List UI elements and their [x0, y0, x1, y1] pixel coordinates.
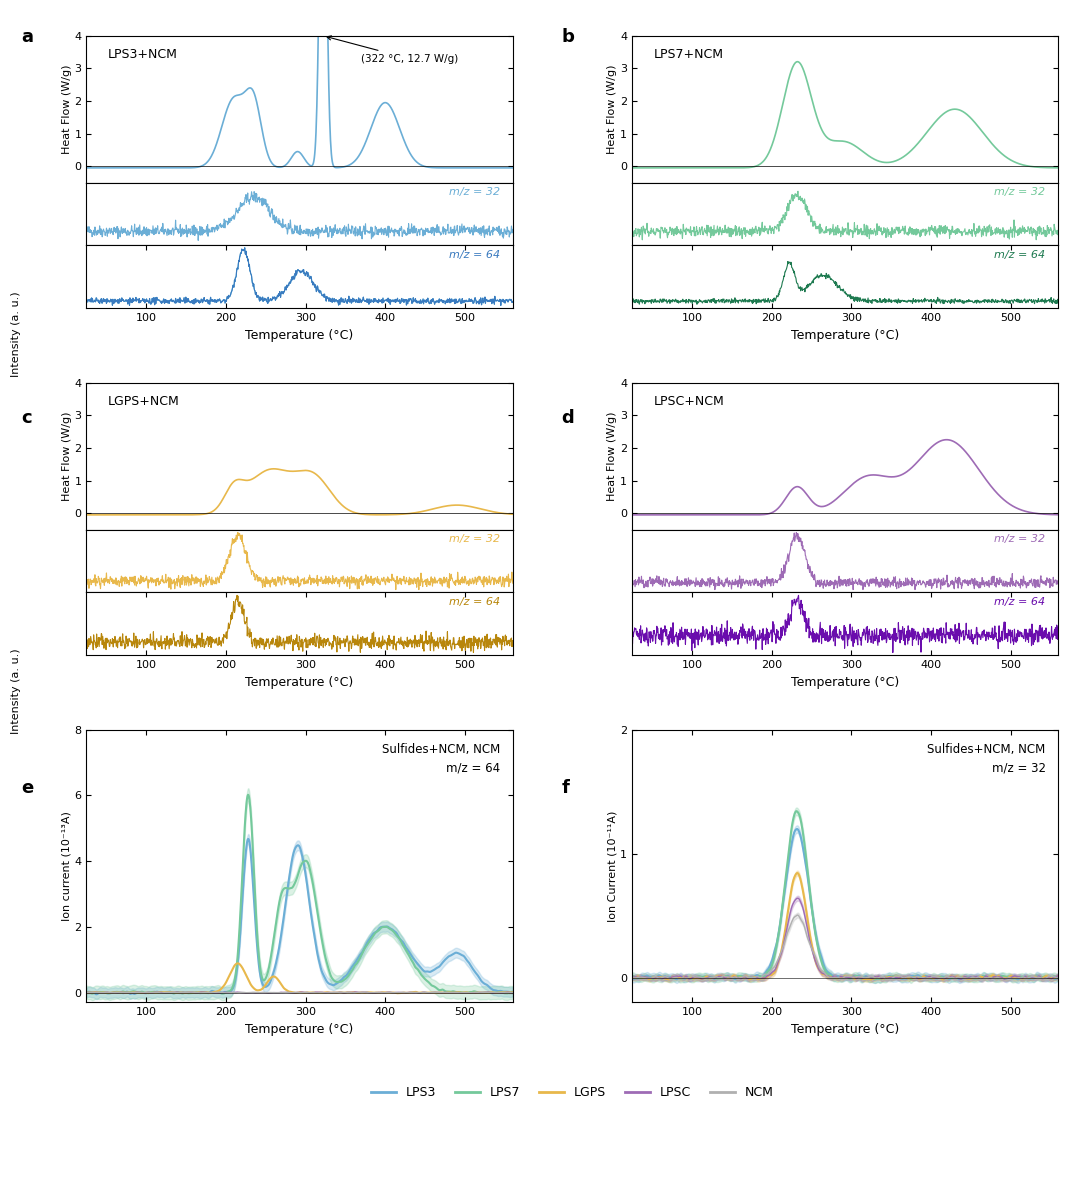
Text: Intensity (a. u.): Intensity (a. u.) [11, 291, 21, 377]
Text: m/z = 64: m/z = 64 [449, 250, 500, 260]
Y-axis label: Heat Flow (W/g): Heat Flow (W/g) [607, 411, 618, 501]
Text: m/z = 32: m/z = 32 [995, 187, 1045, 197]
Y-axis label: Ion Current (10⁻¹¹A): Ion Current (10⁻¹¹A) [607, 811, 618, 921]
Y-axis label: Heat Flow (W/g): Heat Flow (W/g) [62, 411, 71, 501]
Text: m/z = 64: m/z = 64 [449, 597, 500, 607]
Text: Sulfides+NCM, NCM
m/z = 64: Sulfides+NCM, NCM m/z = 64 [381, 744, 500, 775]
Text: f: f [562, 778, 569, 796]
Text: m/z = 64: m/z = 64 [995, 250, 1045, 260]
Y-axis label: Heat Flow (W/g): Heat Flow (W/g) [607, 64, 618, 154]
Text: d: d [562, 409, 575, 427]
Text: c: c [22, 409, 32, 427]
X-axis label: Temperature (°C): Temperature (°C) [792, 329, 900, 342]
Text: LPS3+NCM: LPS3+NCM [108, 48, 177, 61]
Text: Sulfides+NCM, NCM
m/z = 32: Sulfides+NCM, NCM m/z = 32 [928, 744, 1045, 775]
X-axis label: Temperature (°C): Temperature (°C) [245, 329, 353, 342]
Text: m/z = 64: m/z = 64 [995, 597, 1045, 607]
Text: e: e [22, 778, 33, 796]
Text: LGPS+NCM: LGPS+NCM [108, 395, 179, 408]
X-axis label: Temperature (°C): Temperature (°C) [792, 1023, 900, 1036]
Text: m/z = 32: m/z = 32 [449, 187, 500, 197]
Text: a: a [22, 27, 33, 45]
Text: m/z = 32: m/z = 32 [995, 534, 1045, 545]
Legend: LPS3, LPS7, LGPS, LPSC, NCM: LPS3, LPS7, LGPS, LPSC, NCM [366, 1081, 779, 1104]
X-axis label: Temperature (°C): Temperature (°C) [245, 676, 353, 689]
Y-axis label: Ion current (10⁻¹³A): Ion current (10⁻¹³A) [62, 811, 71, 921]
Text: (322 °C, 12.7 W/g): (322 °C, 12.7 W/g) [327, 36, 459, 64]
X-axis label: Temperature (°C): Temperature (°C) [792, 676, 900, 689]
Text: LPS7+NCM: LPS7+NCM [653, 48, 724, 61]
Text: m/z = 32: m/z = 32 [449, 534, 500, 545]
Y-axis label: Heat Flow (W/g): Heat Flow (W/g) [62, 64, 71, 154]
Text: b: b [562, 27, 575, 45]
X-axis label: Temperature (°C): Temperature (°C) [245, 1023, 353, 1036]
Text: LPSC+NCM: LPSC+NCM [653, 395, 725, 408]
Text: Intensity (a. u.): Intensity (a. u.) [11, 648, 21, 734]
